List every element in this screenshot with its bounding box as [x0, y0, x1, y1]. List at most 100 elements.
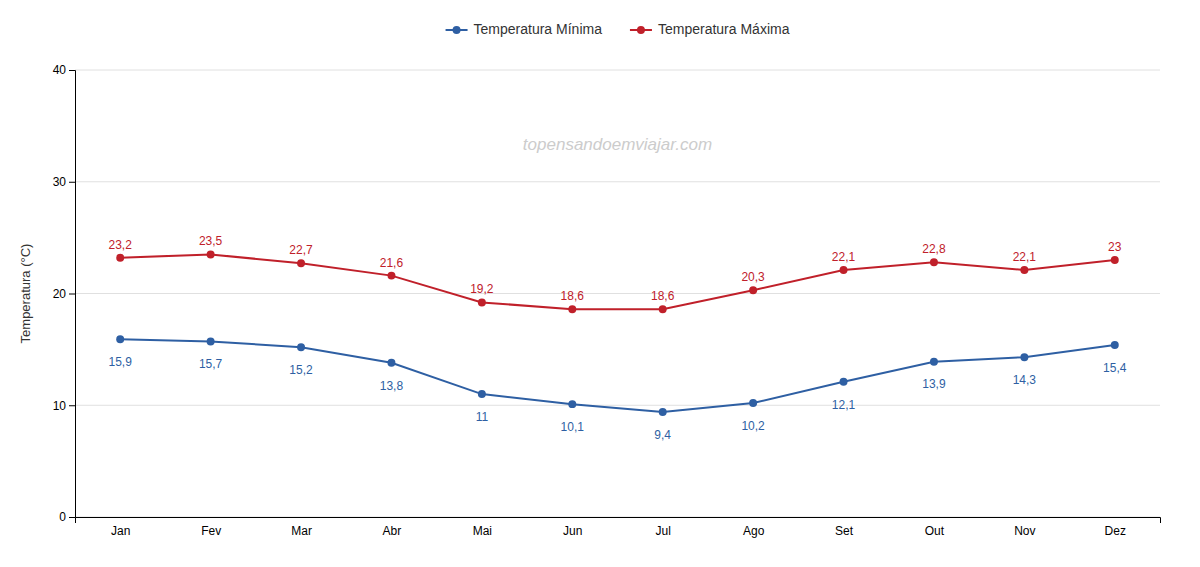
data-label: 21,6 — [380, 256, 404, 270]
y-tick-mark — [69, 517, 75, 518]
data-label: 15,2 — [289, 363, 313, 377]
y-tick-mark — [69, 182, 75, 183]
data-label: 22,1 — [1013, 250, 1037, 264]
y-tick: 20 — [53, 287, 75, 301]
data-label: 12,1 — [832, 398, 856, 412]
series-marker — [659, 408, 667, 416]
y-tick-label: 0 — [59, 510, 66, 524]
series-marker — [116, 254, 124, 262]
data-label: 13,8 — [380, 379, 404, 393]
data-label: 22,8 — [922, 242, 946, 256]
x-tick-label: Mar — [291, 524, 312, 538]
y-tick: 10 — [53, 399, 75, 413]
series-marker — [207, 338, 215, 346]
series-marker — [840, 266, 848, 274]
data-label: 22,7 — [289, 243, 313, 257]
y-tick-mark — [69, 294, 75, 295]
series-line — [120, 254, 1115, 309]
legend-item: Temperatura Mínima — [446, 21, 603, 37]
y-axis: 0 10 20 30 40 — [53, 63, 76, 524]
x-tick: Set — [835, 524, 854, 538]
y-tick: 0 — [59, 510, 75, 524]
x-axis: JanFevMarAbrMaiJunJulAgoSetOutNovDez — [76, 518, 1161, 538]
series-marker — [1020, 353, 1028, 361]
chart: 010203040JanFevMarAbrMaiJunJulAgoSetOutN… — [0, 0, 1200, 567]
series-marker — [387, 272, 395, 280]
x-tick: Jul — [656, 524, 671, 538]
x-tick-label: Ago — [743, 524, 765, 538]
marks — [116, 250, 1119, 416]
data-label: 9,4 — [654, 428, 671, 442]
y-tick-label: 10 — [53, 399, 67, 413]
series-marker — [659, 305, 667, 313]
data-label: 23,5 — [199, 234, 223, 248]
series-marker — [840, 378, 848, 386]
data-label: 15,4 — [1103, 361, 1127, 375]
x-tick: Ago — [743, 524, 765, 538]
data-label: 18,6 — [561, 289, 585, 303]
y-tick-label: 30 — [53, 175, 67, 189]
x-tick-label: Abr — [383, 524, 402, 538]
data-label: 14,3 — [1013, 373, 1037, 387]
x-axis-line — [76, 518, 1161, 524]
x-tick: Mai — [473, 524, 492, 538]
x-tick-label: Fev — [201, 524, 221, 538]
series-marker — [749, 399, 757, 407]
data-labels: 15,9 15,7 15,2 13,8 11 10,1 9,4 10,2 12,1 13,9 14,… — [109, 234, 1127, 441]
x-tick: Abr — [383, 524, 402, 538]
legend-item: Temperatura Máxima — [630, 21, 790, 37]
data-label: 20,3 — [741, 270, 765, 284]
series-marker — [568, 305, 576, 313]
grid-line — [75, 293, 1160, 294]
grid — [75, 70, 1160, 517]
series-marker — [297, 343, 305, 351]
data-label: 15,9 — [109, 355, 133, 369]
x-tick-label: Jun — [563, 524, 582, 538]
watermark: topensandoemviajar.com — [523, 135, 712, 154]
series-marker — [749, 286, 757, 294]
x-tick-label: Dez — [1105, 524, 1126, 538]
data-label: 19,2 — [470, 282, 494, 296]
data-label: 23,2 — [109, 238, 133, 252]
series-marker — [930, 258, 938, 266]
data-label: 13,9 — [922, 377, 946, 391]
legend-label: Temperatura Mínima — [474, 21, 603, 37]
grid-line — [75, 70, 1160, 71]
y-tick: 40 — [53, 63, 75, 77]
x-tick: Jun — [563, 524, 582, 538]
data-label: 11 — [476, 410, 489, 424]
x-tick-label: Jul — [656, 524, 671, 538]
data-label: 10,2 — [741, 419, 765, 433]
series-marker — [930, 358, 938, 366]
y-tick-mark — [69, 405, 75, 406]
grid-line — [75, 181, 1160, 182]
legend: Temperatura Mínima Temperatura Máxima — [446, 21, 790, 37]
x-tick-label: Out — [925, 524, 945, 538]
grid-line — [75, 405, 1160, 406]
x-tick-label: Set — [835, 524, 854, 538]
y-axis-title: Temperatura (°C) — [18, 244, 33, 344]
x-tick: Nov — [1014, 524, 1035, 538]
series-marker — [478, 298, 486, 306]
series-marker — [1020, 266, 1028, 274]
y-axis-line — [69, 71, 76, 518]
series-marker — [568, 400, 576, 408]
data-label: 23 — [1108, 240, 1122, 254]
series-marker — [207, 250, 215, 258]
x-tick-label: Nov — [1014, 524, 1035, 538]
x-tick-label: Mai — [473, 524, 492, 538]
y-tick-label: 20 — [53, 287, 67, 301]
data-label: 22,1 — [832, 250, 856, 264]
series-marker — [1111, 256, 1119, 264]
x-tick: Dez — [1105, 524, 1126, 538]
series-marker — [1111, 341, 1119, 349]
data-label: 15,7 — [199, 357, 223, 371]
x-tick: Fev — [201, 524, 221, 538]
legend-marker — [637, 26, 645, 34]
data-label: 18,6 — [651, 289, 675, 303]
plot: 010203040JanFevMarAbrMaiJunJulAgoSetOutN… — [53, 63, 1161, 537]
y-tick-label: 40 — [53, 63, 67, 77]
x-tick: Mar — [291, 524, 312, 538]
y-tick: 30 — [53, 175, 75, 189]
data-label: 10,1 — [561, 420, 585, 434]
